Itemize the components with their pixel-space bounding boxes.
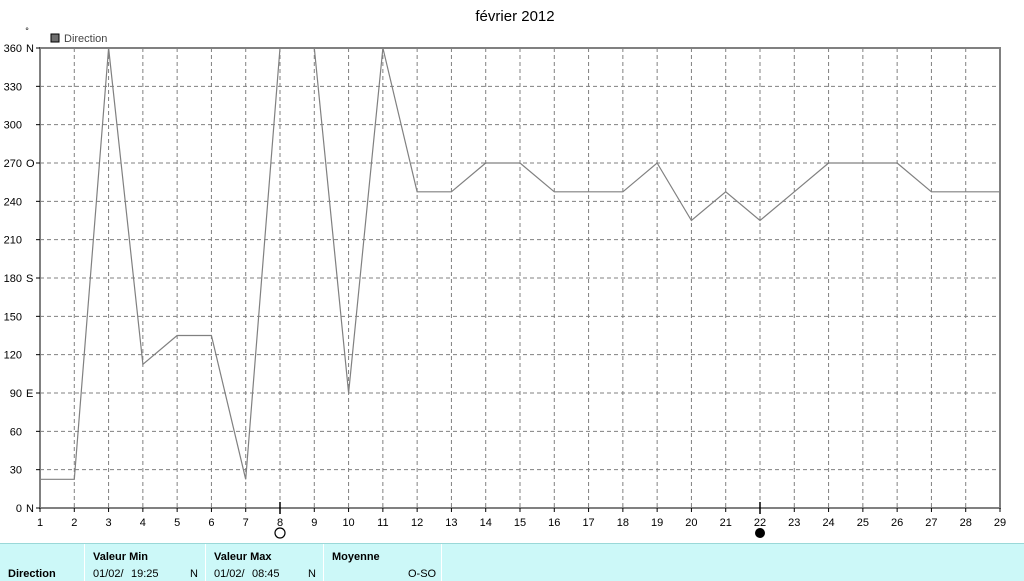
x-tick-label: 16 [548, 517, 560, 529]
x-tick-label: 13 [445, 517, 457, 529]
y-tick-direction: N [26, 43, 34, 55]
stats-max-time: 08:45 [252, 568, 280, 580]
x-tick-label: 29 [994, 517, 1006, 529]
x-tick-label: 25 [857, 517, 869, 529]
y-tick-direction: O [26, 158, 35, 170]
y-tick-label: 300 [4, 120, 22, 132]
stats-min-cell: Valeur Min 01/02/ 19:25 N [85, 544, 206, 581]
marker-filled-circle [755, 528, 765, 538]
stats-min-label: Valeur Min [93, 551, 149, 563]
x-tick-label: 19 [651, 517, 663, 529]
y-unit-label: ° [25, 26, 29, 36]
x-tick-label: 1 [37, 517, 43, 529]
x-tick-label: 10 [342, 517, 354, 529]
stats-name-cell: Direction [0, 544, 85, 581]
y-tick-label: 270 [4, 158, 22, 170]
y-tick-label: 210 [4, 235, 22, 247]
stats-max-value: N [308, 568, 316, 580]
y-tick-label: 90 [10, 388, 22, 400]
stats-max-cell: Valeur Max 01/02/ 08:45 N [206, 544, 324, 581]
stats-bar: Direction Valeur Min 01/02/ 19:25 N Vale… [0, 543, 1024, 581]
y-tick-direction: N [26, 503, 34, 515]
x-tick-label: 8 [277, 517, 283, 529]
marker-open-circle [274, 527, 286, 539]
stats-series-name: Direction [8, 568, 56, 580]
stats-min-value: N [190, 568, 198, 580]
x-tick-label: 17 [582, 517, 594, 529]
x-tick-label: 5 [174, 517, 180, 529]
y-tick-direction: S [26, 273, 33, 285]
legend-label: Direction [64, 33, 107, 45]
x-tick-label: 20 [685, 517, 697, 529]
y-tick-label: 0 [16, 503, 22, 515]
x-tick-label: 3 [106, 517, 112, 529]
stats-min-date: 01/02/ [93, 568, 124, 580]
stats-avg-value: O-SO [408, 568, 437, 580]
x-tick-label: 12 [411, 517, 423, 529]
x-tick-label: 21 [720, 517, 732, 529]
y-tick-direction: E [26, 388, 33, 400]
x-tick-label: 4 [140, 517, 146, 529]
y-tick-label: 330 [4, 81, 22, 93]
stats-empty-cell [442, 544, 1024, 581]
x-tick-label: 22 [754, 517, 766, 529]
stats-avg-label: Moyenne [332, 551, 380, 563]
x-tick-label: 23 [788, 517, 800, 529]
stats-avg-cell: Moyenne O-SO [324, 544, 442, 581]
x-tick-label: 6 [208, 517, 214, 529]
x-tick-label: 28 [960, 517, 972, 529]
legend-swatch [50, 33, 60, 43]
x-tick-label: 2 [71, 517, 77, 529]
series-line-direction [40, 47, 1000, 480]
y-tick-label: 240 [4, 196, 22, 208]
x-tick-label: 14 [480, 517, 492, 529]
y-tick-label: 60 [10, 426, 22, 438]
x-tick-label: 11 [377, 517, 388, 529]
y-tick-label: 30 [10, 465, 22, 477]
stats-max-date: 01/02/ [214, 568, 245, 580]
x-tick-label: 9 [311, 517, 317, 529]
chart-title: février 2012 [475, 8, 554, 25]
x-tick-label: 18 [617, 517, 629, 529]
x-tick-label: 24 [822, 517, 834, 529]
y-tick-label: 120 [4, 350, 22, 362]
y-tick-label: 360 [4, 43, 22, 55]
x-tick-label: 15 [514, 517, 526, 529]
y-tick-label: 150 [4, 311, 22, 323]
stats-min-time: 19:25 [131, 568, 159, 580]
x-tick-label: 27 [925, 517, 937, 529]
x-tick-label: 7 [243, 517, 249, 529]
y-tick-label: 180 [4, 273, 22, 285]
stats-max-label: Valeur Max [214, 551, 272, 563]
x-tick-label: 26 [891, 517, 903, 529]
